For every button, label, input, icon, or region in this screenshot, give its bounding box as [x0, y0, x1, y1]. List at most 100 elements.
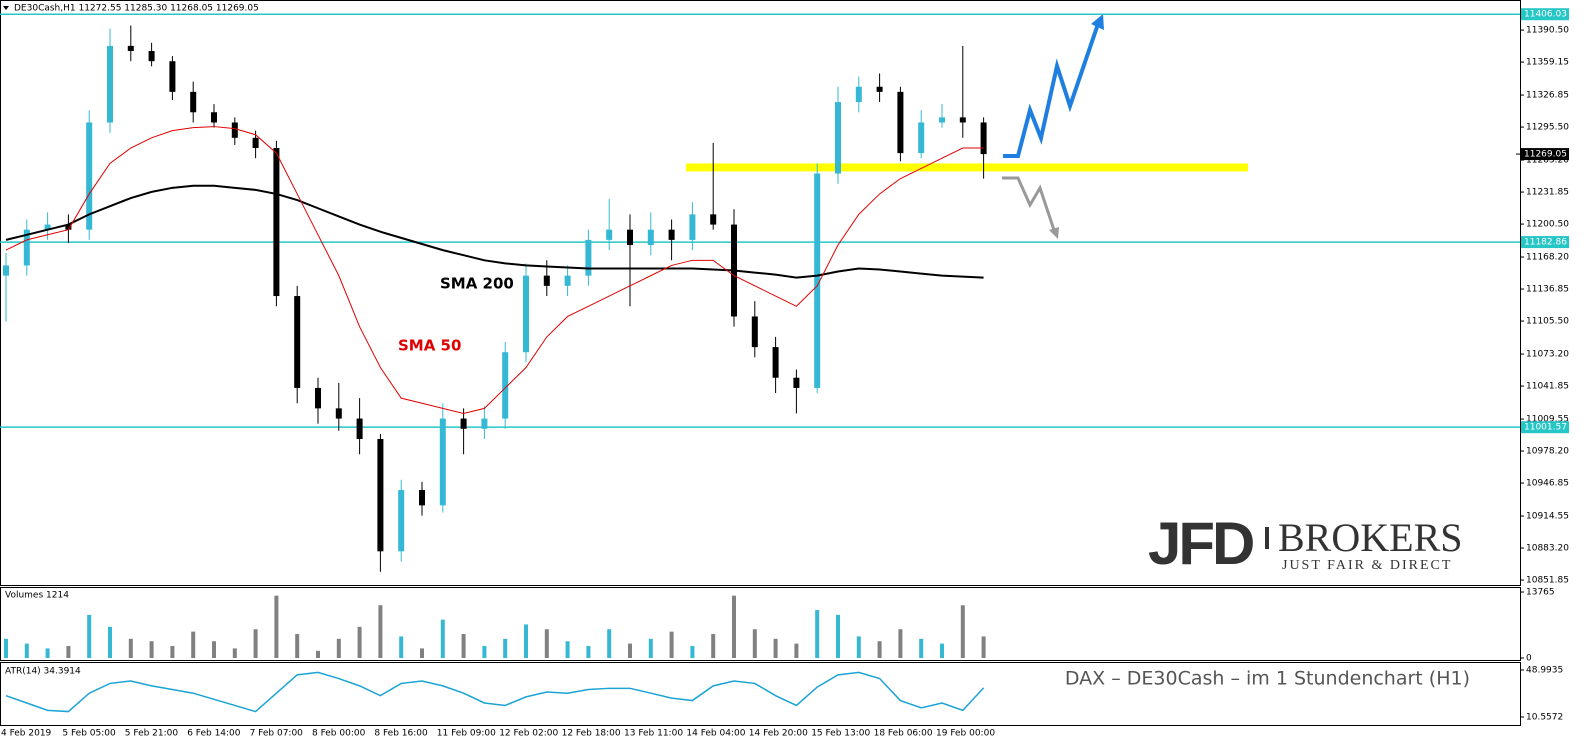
- candle-body: [377, 438, 384, 552]
- last-price-box: [1521, 148, 1569, 161]
- x-tick-label: 8 Feb 00:00: [312, 729, 366, 739]
- y-tick-label: 11009.55: [1526, 415, 1569, 425]
- volume-bar: [108, 626, 112, 658]
- volume-bar: [440, 619, 445, 658]
- x-tick-label: 12 Feb 18:00: [562, 729, 621, 739]
- arrow-head: [1049, 227, 1059, 239]
- volume-bar: [336, 638, 341, 658]
- bear-arrow: [1002, 176, 1056, 231]
- brand2: BROKERS: [1278, 515, 1463, 560]
- y-tick-label: 10914.55: [1526, 512, 1569, 522]
- x-tick-label: 14 Feb 04:00: [686, 729, 745, 739]
- volume-bar: [378, 605, 383, 658]
- volume-bar: [586, 646, 591, 658]
- candle-body: [876, 86, 883, 92]
- candle-body: [294, 296, 301, 388]
- candle-body: [959, 117, 966, 123]
- candle-body: [502, 352, 509, 419]
- candle-body: [543, 275, 550, 286]
- volume-bar: [87, 614, 92, 658]
- volume-bar: [482, 646, 487, 658]
- x-tick-label: 11 Feb 09:00: [437, 729, 496, 739]
- volume-bar: [732, 595, 736, 658]
- atr-line: [5, 671, 985, 713]
- volume-bar: [45, 648, 50, 658]
- y-tick-label: 10.5572: [1526, 712, 1563, 722]
- volume-bar: [648, 638, 653, 658]
- candle-body: [710, 214, 717, 225]
- volume-bar: [24, 643, 29, 658]
- candle-body: [585, 239, 592, 276]
- volume-bar: [212, 641, 216, 658]
- y-tick-label: 11390.50: [1526, 26, 1569, 36]
- y-tick-label: 11326.85: [1526, 91, 1569, 101]
- arrow-head: [1091, 14, 1104, 30]
- candle-body: [918, 122, 925, 154]
- volume-bar: [149, 641, 154, 658]
- volume-bar: [877, 641, 882, 658]
- volume-bar: [669, 631, 674, 658]
- atr-title: ATR(14) 34.3914: [5, 667, 81, 677]
- candle-body: [211, 112, 217, 123]
- sma-line: [5, 184, 984, 279]
- y-tick-label: 11231.85: [1526, 188, 1569, 198]
- level-label-box: [1521, 421, 1569, 434]
- candle-body: [689, 214, 696, 240]
- candle-body: [814, 173, 821, 388]
- y-tick-label: 10883.20: [1526, 544, 1569, 554]
- caption: DAX – DE30Cash – im 1 Stundenchart (H1): [1065, 668, 1470, 690]
- candle-body: [335, 408, 342, 419]
- candle-body: [315, 387, 321, 409]
- candle-body: [439, 418, 446, 506]
- volume-bar: [232, 648, 237, 658]
- volume-bar: [128, 638, 133, 658]
- volume-bar: [711, 634, 716, 658]
- candle-body: [419, 490, 425, 506]
- level-label-box: [1521, 8, 1569, 21]
- candle-body: [460, 418, 467, 429]
- sma-label: SMA 200: [440, 275, 514, 293]
- candle-body: [273, 148, 280, 297]
- volume-bar: [399, 636, 404, 658]
- candle-body: [523, 275, 529, 353]
- y-tick-label: 11105.50: [1526, 317, 1569, 327]
- volume-bar: [794, 643, 799, 658]
- last-price-label: 11269.05: [1524, 150, 1567, 160]
- y-tick-label: 11295.50: [1526, 123, 1569, 133]
- price-panel: [0, 0, 1521, 586]
- support-zone: [686, 163, 1248, 172]
- volume-bar: [253, 629, 258, 658]
- volume-bar: [420, 648, 424, 658]
- chart-title: DE30Cash,H1 11272.55 11285.30 11268.05 1…: [14, 4, 259, 14]
- candle-body: [751, 316, 758, 348]
- candle-body: [252, 137, 259, 149]
- volume-bar: [544, 629, 549, 658]
- volume-bar: [170, 646, 175, 658]
- level-label-box: [1521, 236, 1569, 249]
- candle-body: [231, 122, 238, 138]
- volume-bar: [316, 650, 320, 658]
- volume-bar: [295, 634, 300, 658]
- x-tick-label: 18 Feb 06:00: [874, 729, 933, 739]
- tagline: JUST FAIR & DIRECT: [1282, 558, 1452, 573]
- volume-bar: [607, 629, 612, 658]
- candle-body: [398, 490, 405, 552]
- x-tick-label: 12 Feb 02:00: [499, 729, 558, 739]
- level-label: 11182.86: [1524, 238, 1567, 248]
- y-tick-label: 11168.20: [1526, 253, 1569, 263]
- candle-body: [148, 51, 155, 62]
- candle-body: [668, 229, 675, 240]
- candle-body: [627, 229, 633, 246]
- candle-body: [897, 91, 904, 154]
- volume-bar: [524, 624, 528, 658]
- y-tick-label: 0: [1526, 654, 1532, 664]
- candle-body: [647, 229, 654, 246]
- volume-panel: [0, 587, 1521, 661]
- x-tick-label: 14 Feb 20:00: [749, 729, 808, 739]
- candle-body: [980, 122, 987, 155]
- menu-arrow: [3, 6, 9, 10]
- y-tick-label: 11136.85: [1526, 285, 1569, 295]
- y-tick-label: 10978.20: [1526, 447, 1569, 457]
- y-tick-label: 10851.85: [1526, 576, 1569, 586]
- candle-body: [855, 86, 862, 103]
